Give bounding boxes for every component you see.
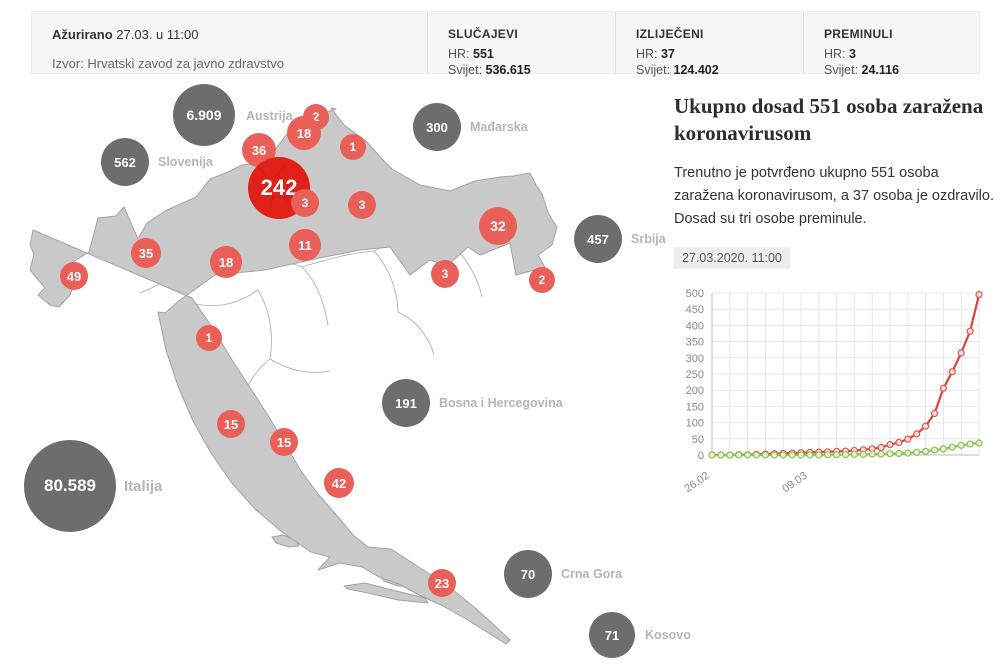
svg-text:450: 450 [686,304,704,316]
svg-text:250: 250 [686,369,704,381]
svg-text:350: 350 [686,337,704,349]
svg-text:300: 300 [686,353,704,365]
svg-text:100: 100 [686,418,704,430]
svg-text:26.02: 26.02 [682,470,711,496]
svg-text:150: 150 [686,402,704,414]
svg-text:500: 500 [686,288,704,300]
svg-text:200: 200 [686,385,704,397]
svg-text:09.03: 09.03 [780,470,809,496]
svg-text:50: 50 [692,434,704,446]
svg-text:400: 400 [686,321,704,333]
svg-text:0: 0 [698,450,704,462]
